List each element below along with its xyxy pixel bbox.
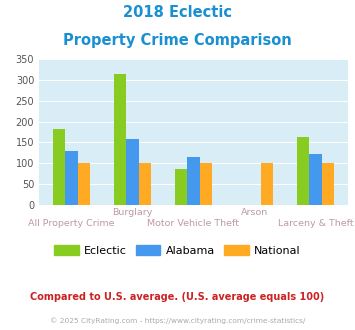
Text: © 2025 CityRating.com - https://www.cityrating.com/crime-statistics/: © 2025 CityRating.com - https://www.city… (50, 317, 305, 324)
Bar (187, 157, 200, 205)
Legend: Eclectic, Alabama, National: Eclectic, Alabama, National (50, 240, 305, 260)
Bar (65, 151, 77, 205)
Text: Arson: Arson (241, 208, 268, 216)
Bar (126, 139, 138, 205)
Bar (297, 137, 310, 205)
Text: Compared to U.S. average. (U.S. average equals 100): Compared to U.S. average. (U.S. average … (31, 292, 324, 302)
Bar (322, 163, 334, 205)
Text: All Property Crime: All Property Crime (28, 219, 115, 228)
Bar (200, 163, 212, 205)
Text: Larceny & Theft: Larceny & Theft (278, 219, 353, 228)
Bar (310, 154, 322, 205)
Bar (261, 163, 273, 205)
Bar (77, 163, 90, 205)
Text: Property Crime Comparison: Property Crime Comparison (63, 33, 292, 48)
Text: Motor Vehicle Theft: Motor Vehicle Theft (147, 219, 240, 228)
Text: 2018 Eclectic: 2018 Eclectic (123, 5, 232, 20)
Bar (53, 129, 65, 205)
Bar (114, 74, 126, 205)
Bar (138, 163, 151, 205)
Bar (175, 169, 187, 205)
Text: Burglary: Burglary (112, 208, 153, 216)
